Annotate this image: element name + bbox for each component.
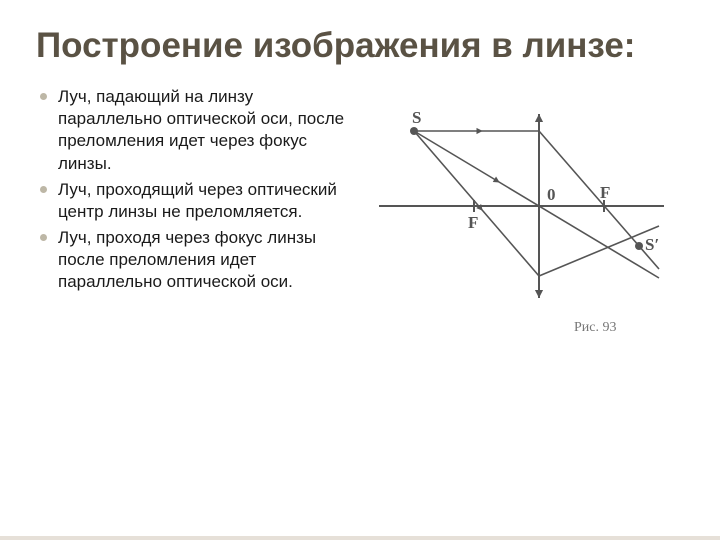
svg-text:S′: S′ xyxy=(645,235,659,254)
page-title: Построение изображения в линзе: xyxy=(36,26,684,66)
svg-text:F: F xyxy=(600,183,610,202)
lens-svg: S S′ 0 F F Рис. 93 xyxy=(359,96,679,356)
slide: Построение изображения в линзе: Луч, пад… xyxy=(0,0,720,540)
svg-text:0: 0 xyxy=(547,185,556,204)
svg-text:S: S xyxy=(412,108,421,127)
list-item: Луч, проходя через фокус линзы после пре… xyxy=(36,227,346,293)
list-item: Луч, падающий на линзу параллельно оптич… xyxy=(36,86,346,174)
lens-diagram: S S′ 0 F F Рис. 93 xyxy=(354,86,684,356)
svg-text:Рис. 93: Рис. 93 xyxy=(574,320,617,335)
bullet-list: Луч, падающий на линзу параллельно оптич… xyxy=(36,86,346,356)
list-item: Луч, проходящий через оптический центр л… xyxy=(36,179,346,223)
svg-text:F: F xyxy=(468,213,478,232)
content-row: Луч, падающий на линзу параллельно оптич… xyxy=(36,86,684,356)
